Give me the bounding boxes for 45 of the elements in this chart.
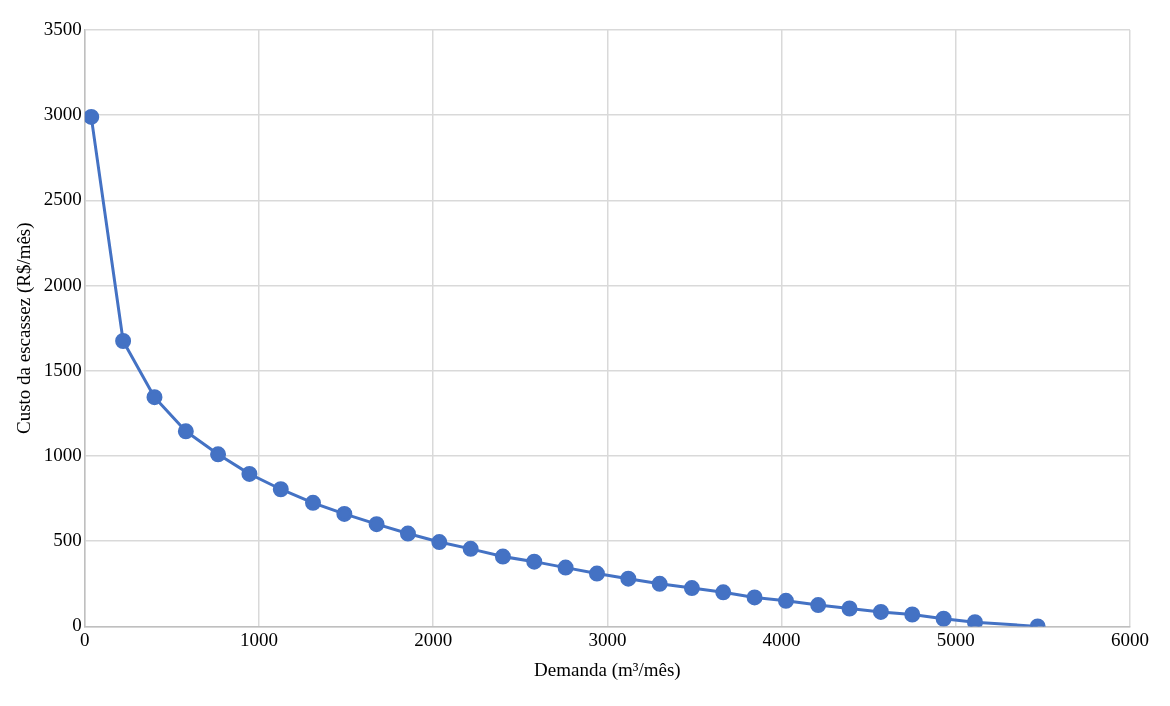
x-tick-label: 3000 — [588, 628, 627, 650]
x-tick-label: 2000 — [414, 628, 453, 650]
point — [84, 108, 100, 125]
point — [336, 505, 353, 522]
y-tick-label: 1500 — [43, 358, 82, 380]
point — [557, 559, 574, 576]
point — [683, 580, 700, 597]
y-tick-label: 3500 — [43, 17, 82, 39]
point — [966, 614, 983, 627]
point — [651, 575, 668, 592]
point — [746, 589, 763, 606]
point — [526, 553, 543, 570]
point — [841, 600, 858, 617]
point — [399, 525, 416, 542]
point — [368, 516, 385, 533]
point — [115, 332, 132, 349]
y-axis-title: Custo da escassez (R$/mês) — [13, 222, 36, 434]
y-tick-label: 3000 — [43, 103, 82, 125]
point — [241, 465, 258, 482]
x-tick-label: 6000 — [1111, 628, 1149, 650]
y-tick-label: 2500 — [43, 188, 82, 210]
point — [872, 603, 889, 620]
point — [935, 610, 952, 627]
point — [904, 606, 921, 623]
point — [620, 570, 637, 587]
point — [305, 494, 321, 511]
point — [210, 446, 227, 463]
point — [431, 534, 448, 551]
x-tick-label: 1000 — [240, 628, 278, 650]
point — [146, 389, 163, 406]
point — [777, 592, 794, 609]
y-tick-label: 1000 — [43, 443, 82, 465]
point — [177, 423, 194, 440]
x-tick-label: 4000 — [762, 628, 801, 650]
y-tick-label: 2000 — [43, 273, 82, 295]
point — [715, 584, 732, 601]
point — [588, 565, 605, 582]
x-axis-title: Demanda (m³/mês) — [534, 658, 681, 681]
y-tick-label: 500 — [53, 529, 82, 551]
y-tick-label: 0 — [72, 614, 82, 636]
point — [462, 540, 479, 557]
point — [494, 548, 511, 565]
point — [272, 481, 289, 498]
point — [810, 597, 827, 614]
x-tick-label: 5000 — [936, 628, 975, 650]
